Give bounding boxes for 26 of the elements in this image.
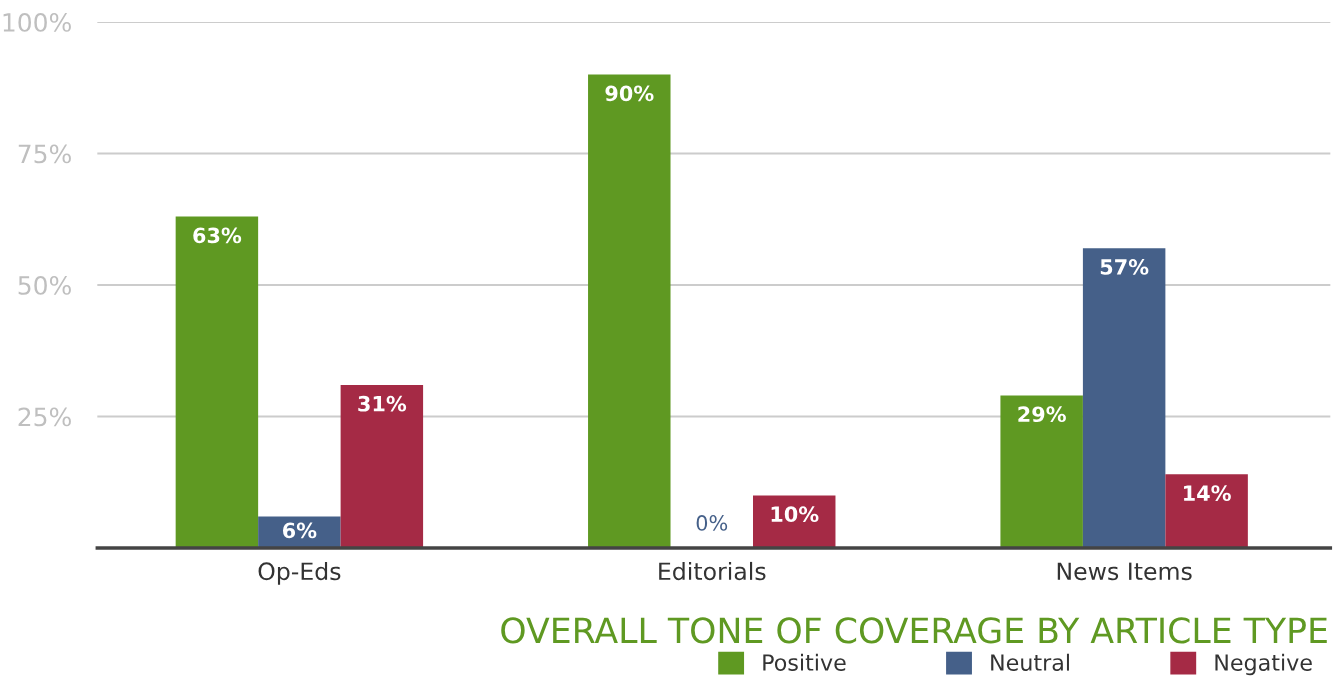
x-tick-label: News Items [1057, 562, 1192, 581]
bar [588, 74, 671, 549]
text: 6% [282, 522, 317, 539]
legend-label: Positive [763, 653, 846, 671]
legend-label: Negative [1215, 653, 1312, 676]
x-tick-label: Op-Eds [258, 561, 341, 585]
text: 14% [1184, 485, 1231, 502]
bar [1165, 474, 1248, 549]
bar [1082, 248, 1166, 549]
y-tick-label: 50% [18, 275, 71, 295]
text: 10% [771, 506, 819, 523]
text: 29% [1018, 406, 1066, 423]
bar [175, 216, 259, 549]
text: 31% [358, 395, 407, 412]
y-tick-label: 25% [18, 407, 71, 427]
text: 0% [696, 515, 728, 531]
legend-label: Neutral [991, 653, 1069, 671]
text: 90% [605, 85, 654, 102]
bar [1000, 395, 1083, 549]
text: OVERALL TONE OF COVERAGE BY ARTICLE TYPE [501, 617, 1327, 644]
x-tick-label: Editorials [659, 561, 766, 581]
text: 63% [193, 227, 242, 244]
y-tick-label: 75% [18, 144, 71, 164]
y-tick-label: 100% [3, 12, 71, 32]
text: 57% [1100, 259, 1149, 275]
bar [340, 384, 424, 549]
